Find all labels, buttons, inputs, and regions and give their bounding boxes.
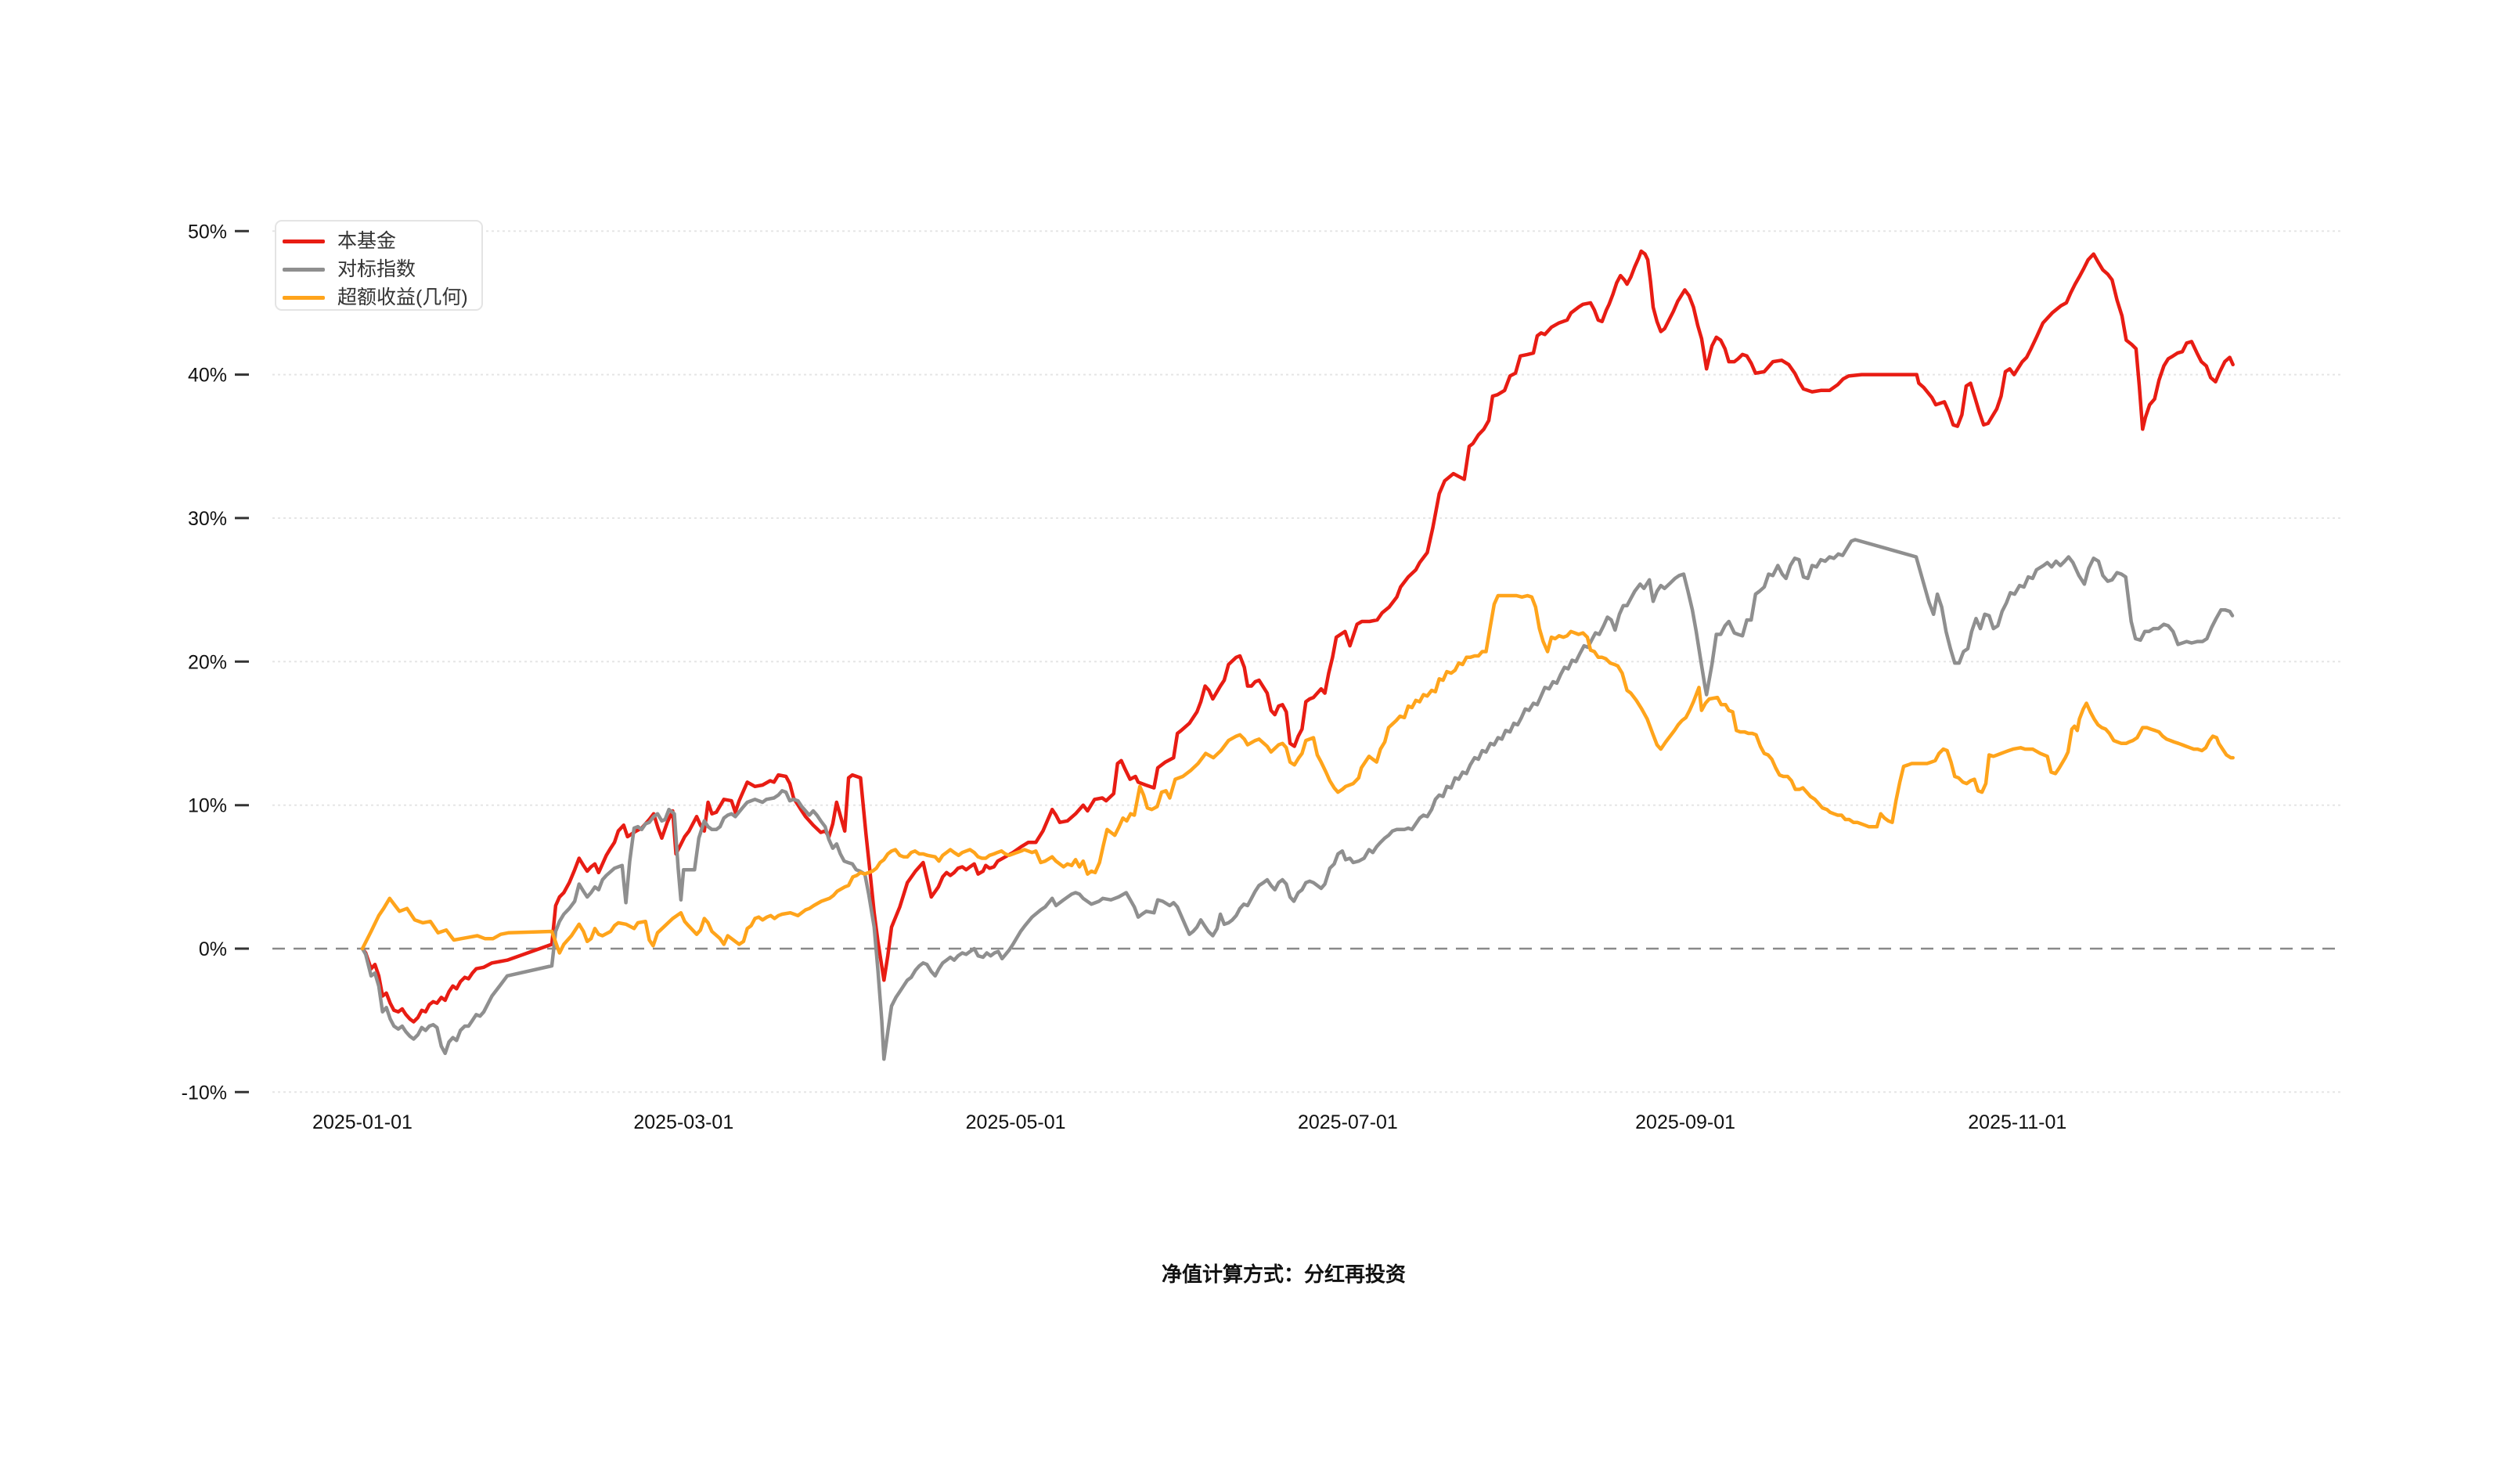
y-axis-label-40: 40% [188,365,227,387]
benchmark-line-swatch [283,267,325,272]
legend-label-fund: 本基金 [337,229,397,252]
nav-calculation-caption: 净值计算方式：分红再投资 [1161,1262,1407,1286]
fund-series-line [360,249,2235,1024]
legend-label-benchmark: 对标指数 [337,258,416,280]
y-axis-label-50: 50% [188,221,227,243]
legend-item-benchmark[interactable]: 对标指数 [283,255,481,283]
x-axis-label-2025-11-01: 2025-11-01 [1968,1111,2066,1133]
y-axis-label-30: 30% [188,508,227,530]
x-axis-label-2025-07-01: 2025-07-01 [1298,1111,1398,1133]
x-axis-label-2025-03-01: 2025-03-01 [633,1111,733,1133]
x-axis-label-2025-05-01: 2025-05-01 [966,1111,1066,1133]
legend-item-excess[interactable]: 超额收益(几何) [283,283,481,312]
y-axis-label--10: -10% [182,1082,227,1104]
excess-line-swatch [283,295,325,300]
y-axis-label-20: 20% [188,651,227,673]
excess-series-line [360,593,2235,955]
chart-legend: 本基金 对标指数 超额收益(几何) [275,220,483,311]
x-axis-label-2025-09-01: 2025-09-01 [1635,1111,1735,1133]
x-axis-label-2025-01-01: 2025-01-01 [312,1111,413,1133]
legend-label-excess: 超额收益(几何) [337,286,468,308]
y-axis-label-10: 10% [188,795,227,817]
fund-line-swatch [283,239,325,243]
y-axis-label-0: 0% [199,938,227,960]
benchmark-series-line [360,538,2235,1061]
legend-item-fund[interactable]: 本基金 [283,227,481,255]
